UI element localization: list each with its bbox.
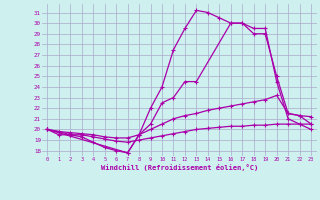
X-axis label: Windchill (Refroidissement éolien,°C): Windchill (Refroidissement éolien,°C) bbox=[100, 164, 258, 171]
